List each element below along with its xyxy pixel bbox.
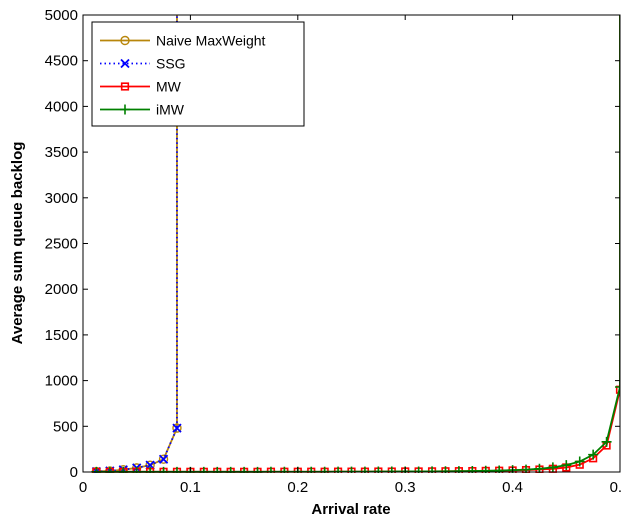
data-point-mw xyxy=(615,385,620,394)
legend-item-mw: MW xyxy=(100,79,182,95)
y-tick-label: 4000 xyxy=(45,98,78,115)
legend-marker xyxy=(120,35,130,46)
data-point-imw xyxy=(494,465,505,473)
data-point-imw xyxy=(480,465,491,473)
y-tick-label: 5000 xyxy=(45,7,78,24)
x-tick-label: 0.1 xyxy=(180,479,201,496)
data-point-imw xyxy=(440,466,451,473)
y-tick-label: 2000 xyxy=(45,281,78,298)
data-point-imw xyxy=(453,466,464,473)
y-tick-label: 0 xyxy=(70,464,78,481)
legend-item-ssg: SSG xyxy=(100,56,186,72)
legend-label: iMW xyxy=(156,102,185,118)
y-tick-label: 3000 xyxy=(45,190,78,207)
data-point-ssg xyxy=(158,454,169,464)
y-tick-label: 2500 xyxy=(45,236,78,253)
x-tick-label: 0.4 xyxy=(502,479,523,496)
data-point-imw xyxy=(413,466,424,473)
legend-item-naive-maxweight: Naive MaxWeight xyxy=(100,33,266,49)
data-point-imw xyxy=(521,464,532,473)
x-tick-label: 0 xyxy=(79,479,87,496)
data-point-naive-maxweight xyxy=(158,454,169,464)
y-tick-label: 4500 xyxy=(45,53,78,70)
data-point-imw xyxy=(574,456,585,467)
data-point-imw xyxy=(547,462,558,473)
x-tick-label: 0.3 xyxy=(395,479,416,496)
x-tick-label: 0.5 xyxy=(610,479,622,496)
legend-marker xyxy=(120,82,130,91)
data-point-imw xyxy=(427,466,438,473)
legend-label: SSG xyxy=(156,56,186,72)
data-point-imw xyxy=(588,449,599,460)
data-point-imw xyxy=(615,381,620,392)
x-axis-title: Arrival rate xyxy=(311,501,390,518)
x-tick-label: 0.2 xyxy=(287,479,308,496)
legend-marker xyxy=(120,104,130,115)
data-point-naive-maxweight xyxy=(172,423,182,433)
data-point-imw xyxy=(601,436,612,447)
y-axis-title: Average sum queue backlog xyxy=(9,142,26,345)
data-point-ssg xyxy=(172,423,182,433)
y-tick-label: 3500 xyxy=(45,144,78,161)
legend-item-imw: iMW xyxy=(100,102,185,118)
y-tick-label: 1000 xyxy=(45,373,78,390)
data-point-imw xyxy=(467,465,478,473)
y-tick-label: 1500 xyxy=(45,327,78,344)
legend-label: Naive MaxWeight xyxy=(156,33,266,49)
legend-label: MW xyxy=(156,79,182,95)
y-tick-label: 500 xyxy=(53,418,78,435)
legend: Naive MaxWeight SSG MW iMW xyxy=(91,21,305,127)
legend-marker xyxy=(120,58,130,69)
data-point-imw xyxy=(561,460,572,471)
series-line-naive-maxweight xyxy=(96,15,178,473)
